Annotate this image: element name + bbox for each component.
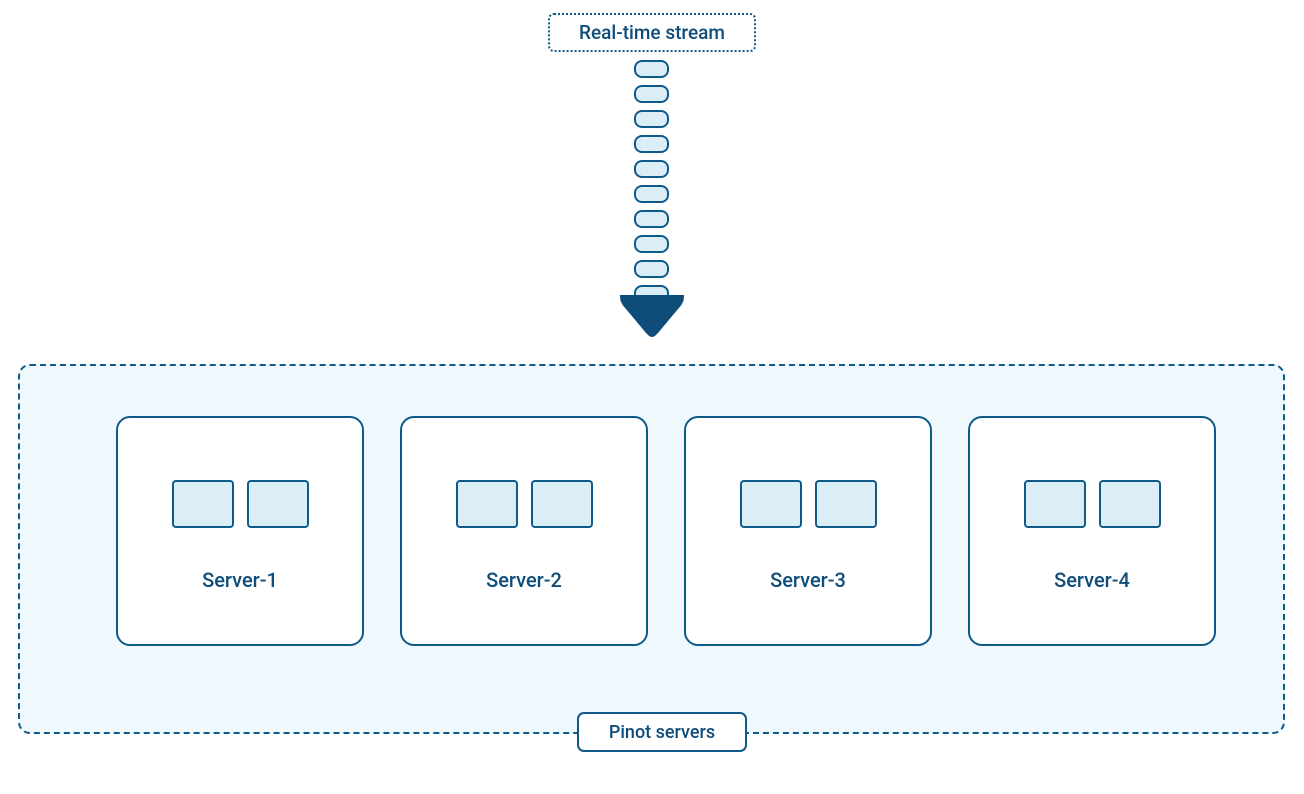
server-box: Server-2 [400, 416, 648, 646]
server-label: Server-3 [770, 568, 846, 592]
segment-icon [1024, 480, 1086, 528]
packet-icon [634, 260, 669, 278]
segments-group [172, 480, 309, 528]
packet-icon [634, 85, 669, 103]
segments-group [456, 480, 593, 528]
servers-cluster: Server-1 Server-2 Server-3 Server-4 Pino… [18, 364, 1285, 734]
server-label: Server-2 [486, 568, 562, 592]
segments-group [740, 480, 877, 528]
server-box: Server-3 [684, 416, 932, 646]
packet-icon [634, 160, 669, 178]
packet-icon [634, 185, 669, 203]
arrow-down-icon [620, 295, 684, 341]
packet-icon [634, 110, 669, 128]
packet-icon [634, 235, 669, 253]
segment-icon [1099, 480, 1161, 528]
stream-source-box: Real-time stream [548, 13, 756, 52]
cluster-label-text: Pinot servers [609, 722, 715, 743]
segment-icon [815, 480, 877, 528]
stream-packets [634, 60, 669, 303]
servers-row: Server-1 Server-2 Server-3 Server-4 [116, 416, 1216, 646]
cluster-label-box: Pinot servers [577, 712, 747, 752]
server-label: Server-1 [202, 568, 278, 592]
server-box: Server-4 [968, 416, 1216, 646]
server-label: Server-4 [1054, 568, 1130, 592]
segment-icon [740, 480, 802, 528]
segment-icon [172, 480, 234, 528]
stream-source-label: Real-time stream [579, 21, 725, 44]
packet-icon [634, 210, 669, 228]
segment-icon [456, 480, 518, 528]
packet-icon [634, 135, 669, 153]
segments-group [1024, 480, 1161, 528]
server-box: Server-1 [116, 416, 364, 646]
packet-icon [634, 60, 669, 78]
segment-icon [531, 480, 593, 528]
segment-icon [247, 480, 309, 528]
